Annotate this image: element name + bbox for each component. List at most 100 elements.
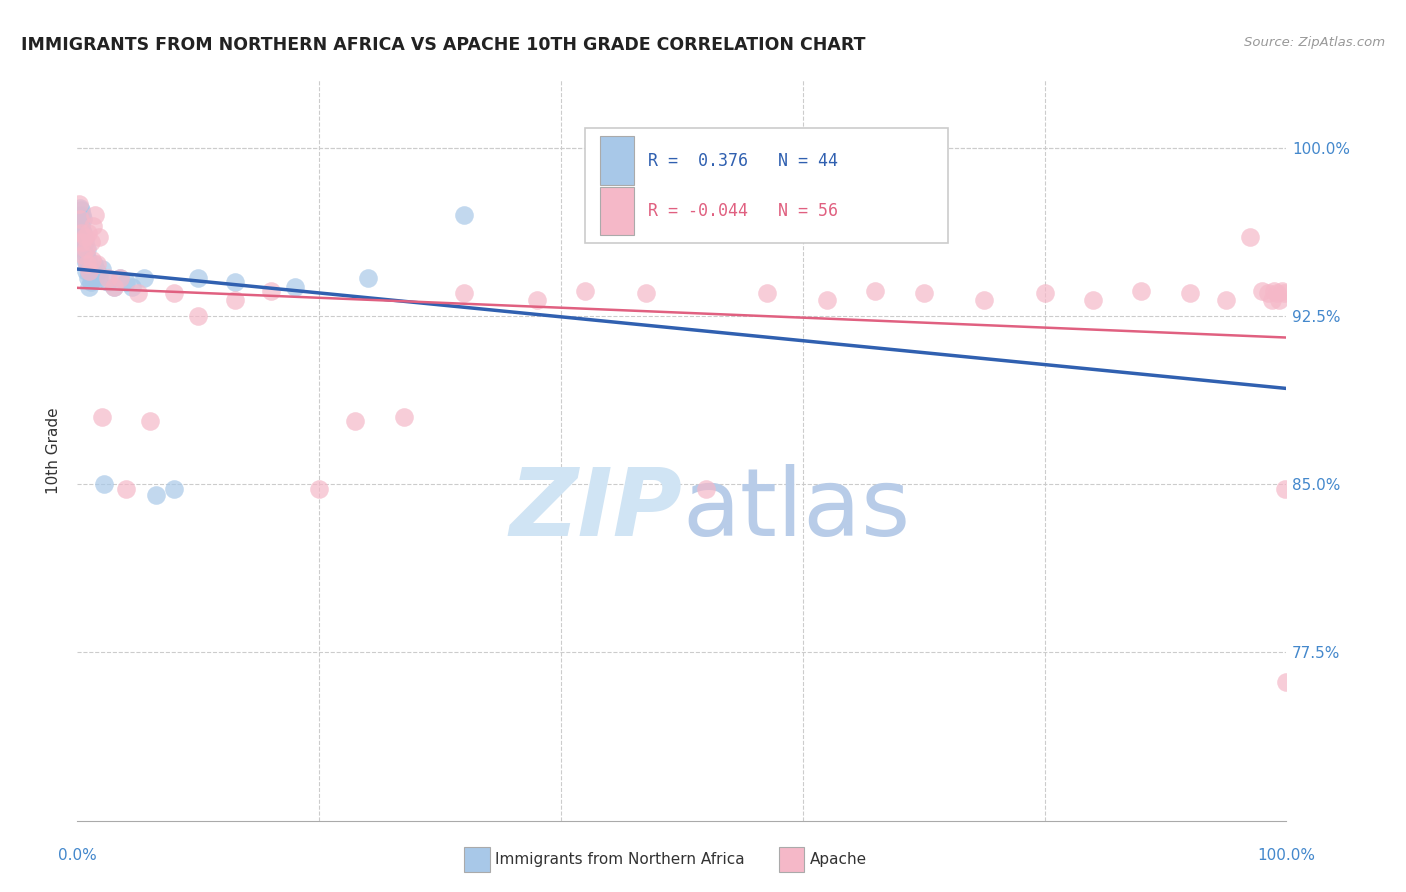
Point — [90, 261, 112, 276]
Point — [1081, 293, 1104, 307]
Point — [75, 248, 97, 262]
Point — [72, 226, 94, 240]
Point — [755, 286, 778, 301]
Point — [69, 212, 91, 227]
Point — [70, 230, 93, 244]
Text: Apache: Apache — [810, 853, 866, 867]
Point — [75, 242, 97, 256]
Point — [392, 409, 415, 424]
Point — [77, 270, 100, 285]
Point — [96, 275, 120, 289]
Text: 100.0%: 100.0% — [1257, 847, 1316, 863]
Point — [82, 264, 104, 278]
Point — [67, 196, 90, 211]
Point — [1271, 284, 1294, 298]
Point — [79, 279, 101, 293]
Point — [308, 482, 330, 496]
Point — [145, 488, 167, 502]
Point — [70, 203, 93, 218]
Point — [70, 224, 93, 238]
Point — [1272, 286, 1295, 301]
Point — [79, 235, 101, 249]
Text: Immigrants from Northern Africa: Immigrants from Northern Africa — [495, 853, 745, 867]
Point — [912, 286, 935, 301]
Point — [108, 270, 131, 285]
Y-axis label: 10th Grade: 10th Grade — [46, 407, 62, 494]
Point — [70, 226, 93, 240]
FancyBboxPatch shape — [585, 128, 948, 244]
Point — [108, 270, 131, 285]
Point — [84, 208, 107, 222]
Point — [1033, 286, 1056, 301]
Point — [72, 248, 94, 262]
Point — [1130, 284, 1153, 298]
Text: ZIP: ZIP — [509, 464, 682, 556]
Point — [634, 286, 657, 301]
Point — [356, 270, 378, 285]
Point — [80, 270, 103, 285]
Point — [103, 279, 125, 293]
Point — [1263, 284, 1285, 298]
Point — [67, 208, 90, 222]
Point — [815, 293, 838, 307]
Point — [77, 226, 100, 240]
Point — [453, 208, 475, 222]
Point — [79, 264, 101, 278]
Point — [127, 286, 149, 301]
Point — [75, 264, 97, 278]
Point — [87, 230, 110, 244]
Point — [1261, 293, 1284, 307]
Text: 0.0%: 0.0% — [58, 847, 97, 863]
Point — [79, 275, 101, 289]
Text: atlas: atlas — [682, 464, 910, 556]
Point — [187, 270, 209, 285]
Point — [1274, 482, 1296, 496]
Point — [73, 235, 96, 249]
Point — [87, 270, 110, 285]
Point — [114, 482, 136, 496]
Point — [73, 230, 96, 244]
Point — [865, 284, 887, 298]
Point — [72, 212, 94, 227]
Point — [70, 235, 93, 249]
FancyBboxPatch shape — [600, 187, 634, 235]
Point — [114, 275, 136, 289]
Point — [187, 309, 209, 323]
Point — [70, 235, 93, 249]
Point — [224, 275, 246, 289]
Point — [1178, 286, 1201, 301]
Text: Source: ZipAtlas.com: Source: ZipAtlas.com — [1244, 36, 1385, 49]
Point — [79, 264, 101, 278]
Point — [72, 242, 94, 256]
Point — [70, 208, 93, 222]
Point — [77, 252, 100, 267]
Point — [86, 264, 108, 278]
Point — [1257, 286, 1279, 301]
Point — [82, 219, 104, 233]
Text: R = -0.044   N = 56: R = -0.044 N = 56 — [648, 202, 838, 220]
Point — [103, 279, 125, 293]
Point — [76, 257, 98, 271]
Text: R =  0.376   N = 44: R = 0.376 N = 44 — [648, 152, 838, 169]
Point — [224, 293, 246, 307]
Point — [132, 270, 155, 285]
Point — [574, 284, 596, 298]
Point — [83, 257, 105, 271]
Point — [163, 482, 186, 496]
Point — [69, 212, 91, 227]
Text: IMMIGRANTS FROM NORTHERN AFRICA VS APACHE 10TH GRADE CORRELATION CHART: IMMIGRANTS FROM NORTHERN AFRICA VS APACH… — [21, 36, 866, 54]
Point — [84, 270, 107, 285]
Point — [284, 279, 307, 293]
Point — [1251, 284, 1274, 298]
Point — [453, 286, 475, 301]
Point — [1239, 230, 1261, 244]
Point — [76, 242, 98, 256]
Point — [260, 284, 283, 298]
Point — [93, 477, 115, 491]
Point — [90, 409, 112, 424]
Point — [73, 252, 96, 267]
Point — [96, 270, 120, 285]
Point — [80, 252, 103, 267]
Point — [70, 219, 93, 233]
Point — [163, 286, 186, 301]
